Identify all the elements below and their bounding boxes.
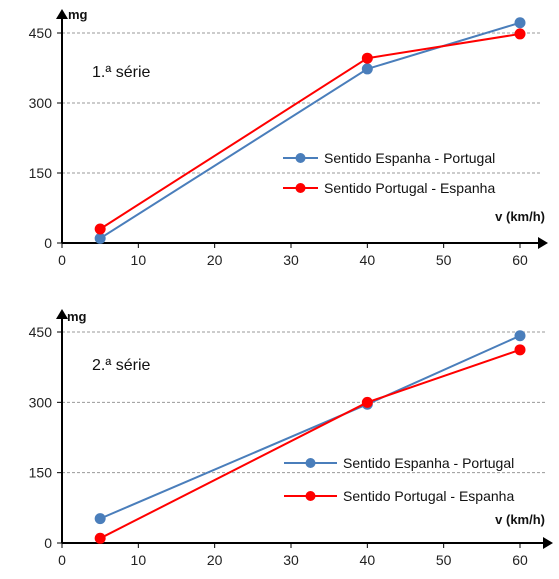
x-tick-label: 10 bbox=[131, 252, 147, 268]
x-tick-label: 20 bbox=[207, 552, 223, 568]
x-tick-label: 40 bbox=[360, 252, 376, 268]
data-point bbox=[514, 330, 526, 342]
series-line-1 bbox=[99, 21, 521, 240]
x-tick-label: 0 bbox=[58, 552, 66, 568]
y-axis-label: mg bbox=[67, 309, 87, 324]
y-tick-label: 450 bbox=[29, 324, 53, 340]
x-tick-label: 60 bbox=[512, 552, 528, 568]
y-tick-label: 150 bbox=[29, 465, 53, 481]
data-point bbox=[514, 17, 526, 29]
series-line-2 bbox=[99, 32, 521, 230]
x-axis-arrow bbox=[543, 537, 553, 549]
x-tick-label: 60 bbox=[512, 252, 528, 268]
legend-label: Sentido Espanha - Portugal bbox=[324, 150, 495, 166]
x-axis-label: v (km/h) bbox=[495, 512, 545, 527]
data-point bbox=[361, 396, 373, 408]
x-axis-label: v (km/h) bbox=[495, 209, 545, 224]
legend-marker bbox=[305, 458, 316, 468]
data-point bbox=[94, 513, 106, 525]
data-point bbox=[361, 63, 373, 75]
y-tick-label: 0 bbox=[44, 235, 52, 251]
legend-label: Sentido Espanha - Portugal bbox=[343, 455, 514, 471]
chart-2: 0 150 300 450 0 10 20 30 40 50 60 mg v (km/h) 2.ª sér… bbox=[29, 309, 553, 568]
data-point bbox=[94, 532, 106, 544]
chart-1: 0 150 300 450 0 10 20 30 40 50 60 mg v (km/h) 1.ª sér… bbox=[29, 7, 548, 268]
x-tick-label: 20 bbox=[207, 252, 223, 268]
y-tick-label: 0 bbox=[44, 535, 52, 551]
legend-label: Sentido Portugal - Espanha bbox=[324, 180, 495, 196]
x-tick-label: 0 bbox=[58, 252, 66, 268]
legend-marker bbox=[305, 491, 316, 501]
data-point bbox=[361, 52, 373, 64]
x-tick-label: 40 bbox=[360, 552, 376, 568]
y-tick-label: 300 bbox=[29, 95, 53, 111]
series-annotation: 1.ª série bbox=[92, 64, 150, 81]
data-point bbox=[514, 344, 526, 356]
y-axis-arrow bbox=[56, 9, 68, 19]
x-tick-label: 50 bbox=[436, 252, 452, 268]
y-tick-label: 150 bbox=[29, 165, 53, 181]
y-axis-arrow bbox=[56, 309, 68, 319]
x-axis-arrow bbox=[538, 237, 548, 249]
data-point bbox=[94, 232, 106, 244]
series-line-2 bbox=[99, 348, 521, 540]
x-tick-label: 30 bbox=[283, 552, 299, 568]
legend-label: Sentido Portugal - Espanha bbox=[343, 488, 514, 504]
x-tick-label: 50 bbox=[436, 552, 452, 568]
data-point bbox=[94, 223, 106, 235]
y-tick-label: 300 bbox=[29, 394, 53, 410]
series-annotation: 2.ª série bbox=[92, 357, 150, 374]
data-point bbox=[514, 28, 526, 40]
legend-marker bbox=[295, 153, 306, 163]
y-axis-label: mg bbox=[68, 7, 88, 22]
x-tick-label: 30 bbox=[283, 252, 299, 268]
y-tick-label: 450 bbox=[29, 25, 53, 41]
legend-marker bbox=[295, 183, 306, 193]
x-tick-label: 10 bbox=[131, 552, 147, 568]
